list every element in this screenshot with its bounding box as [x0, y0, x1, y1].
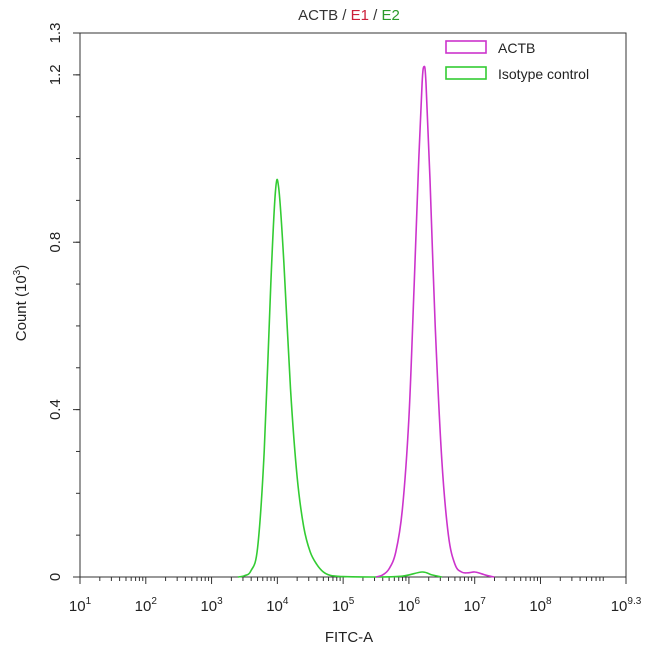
x-tick-label: 104 — [266, 596, 289, 615]
x-axis-title: FITC-A — [325, 629, 373, 646]
y-tick-label: 0.8 — [47, 232, 64, 253]
chart-title: ACTB / E1 / E2 — [298, 7, 400, 24]
title-part-1: / — [338, 7, 351, 24]
y-axis-title-close: ) — [13, 265, 30, 270]
x-tick-label: 102 — [135, 596, 158, 615]
y-axis: 0 0.4 0.8 1.2 1.3 — [47, 23, 80, 581]
series-group — [237, 65, 495, 578]
y-tick-label: 0 — [47, 573, 64, 581]
title-part-3: / — [369, 7, 382, 24]
x-axis: 101 102 103 104 105 106 107 108 109.3 — [69, 577, 642, 615]
series-line-actb — [375, 65, 495, 578]
x-tick-label: 109.3 — [611, 596, 642, 615]
title-part-4: E2 — [382, 7, 400, 24]
y-tick-label: 0.4 — [47, 399, 64, 420]
title-part-0: ACTB — [298, 7, 338, 24]
y-axis-title-exponent: 3 — [12, 269, 23, 275]
x-tick-label: 101 — [69, 596, 92, 615]
y-tick-label: 1.3 — [47, 23, 64, 44]
legend-swatch — [445, 66, 487, 80]
x-tick-label: 103 — [200, 596, 223, 615]
y-axis-title-text: Count (10 — [13, 275, 30, 341]
legend-label: Isotype control — [498, 66, 589, 82]
plot-area-frame — [79, 32, 627, 578]
legend-label: ACTB — [498, 40, 535, 56]
legend: ACTB Isotype control — [445, 40, 589, 82]
x-tick-label: 106 — [398, 596, 421, 615]
title-part-2: E1 — [351, 7, 369, 24]
x-tick-label: 107 — [464, 596, 487, 615]
x-tick-label: 105 — [332, 596, 355, 615]
x-tick-label: 108 — [529, 596, 552, 615]
y-tick-label: 1.2 — [47, 64, 64, 85]
y-axis-title: Count (103) — [12, 265, 30, 341]
legend-swatch — [445, 40, 487, 54]
